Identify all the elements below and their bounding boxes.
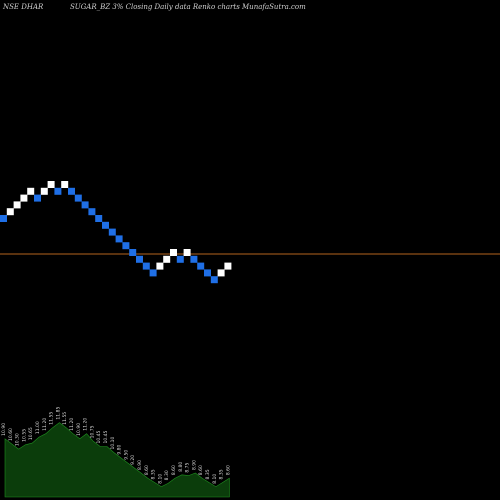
renko-brick	[183, 249, 191, 256]
price-label: 10.65	[28, 427, 34, 440]
renko-brick	[20, 194, 28, 202]
renko-brick	[13, 201, 21, 209]
renko-brick	[224, 262, 232, 270]
renko-brick	[115, 235, 123, 243]
price-label: 9.80	[117, 444, 123, 454]
price-label: 8.10	[157, 474, 163, 484]
price-label: 8.60	[225, 465, 231, 475]
renko-brick	[61, 181, 69, 188]
price-label: 10.30	[15, 433, 21, 446]
price-label: 8.75	[185, 462, 191, 472]
renko-brick	[74, 194, 82, 202]
price-label: 8.30	[164, 470, 170, 480]
renko-brick	[129, 249, 137, 256]
renko-brick	[40, 187, 48, 195]
price-label: 8.35	[205, 469, 211, 479]
volume-area	[4, 422, 230, 498]
price-label: 8.35	[219, 469, 225, 479]
price-label: 11.20	[83, 418, 89, 431]
price-label: 8.60	[144, 465, 150, 475]
price-label: 10.60	[8, 428, 14, 441]
renko-brick	[122, 242, 130, 250]
renko-brick	[136, 255, 143, 263]
price-label: 10.45	[103, 431, 109, 444]
renko-brick	[34, 194, 41, 202]
renko-brick	[6, 208, 14, 216]
chart-exchange-label: NSE DHAR	[3, 3, 44, 11]
price-label: 8.90	[137, 460, 143, 470]
renko-brick	[102, 221, 109, 229]
price-label: 8.80	[178, 462, 184, 472]
chart-title: SUGAR_BZ 3% Closing Daily data Renko cha…	[70, 3, 306, 11]
price-label: 11.20	[42, 418, 48, 431]
price-label: 10.45	[96, 431, 102, 444]
renko-brick	[163, 255, 171, 263]
renko-brick	[95, 215, 103, 222]
price-label: 10.90	[76, 423, 82, 436]
renko-brick	[142, 262, 150, 270]
renko-brick	[88, 208, 96, 216]
price-label: 11.55	[62, 412, 68, 425]
renko-brick	[108, 228, 116, 236]
renko-brick	[204, 269, 211, 277]
price-label: 10.90	[1, 423, 7, 436]
price-label: 9.50	[123, 450, 129, 460]
renko-brick	[210, 276, 218, 284]
price-label: 11.85	[55, 407, 61, 420]
price-label: 10.75	[89, 425, 95, 438]
renko-brick	[81, 201, 89, 209]
renko-brick	[190, 255, 198, 263]
price-label: 11.20	[69, 418, 75, 431]
renko-brick	[156, 262, 164, 270]
price-label: 11.00	[35, 421, 41, 434]
price-label: 8.10	[212, 474, 218, 484]
price-label: 8.60	[171, 465, 177, 475]
renko-brick	[176, 255, 184, 263]
price-label: 8.90	[191, 460, 197, 470]
price-label: 8.60	[198, 465, 204, 475]
renko-brick	[47, 181, 55, 188]
renko-brick	[217, 269, 225, 277]
price-label: 10.10	[110, 436, 116, 449]
price-label: 11.55	[49, 412, 55, 425]
renko-brick	[68, 187, 75, 195]
price-label: 8.35	[151, 469, 157, 479]
renko-brick	[149, 269, 157, 277]
renko-brick	[27, 187, 35, 195]
renko-brick	[0, 215, 7, 222]
price-label: 10.55	[21, 429, 27, 442]
renko-brick	[197, 262, 205, 270]
renko-brick	[170, 249, 177, 256]
renko-brick	[54, 187, 62, 195]
price-label: 9.20	[130, 455, 136, 465]
